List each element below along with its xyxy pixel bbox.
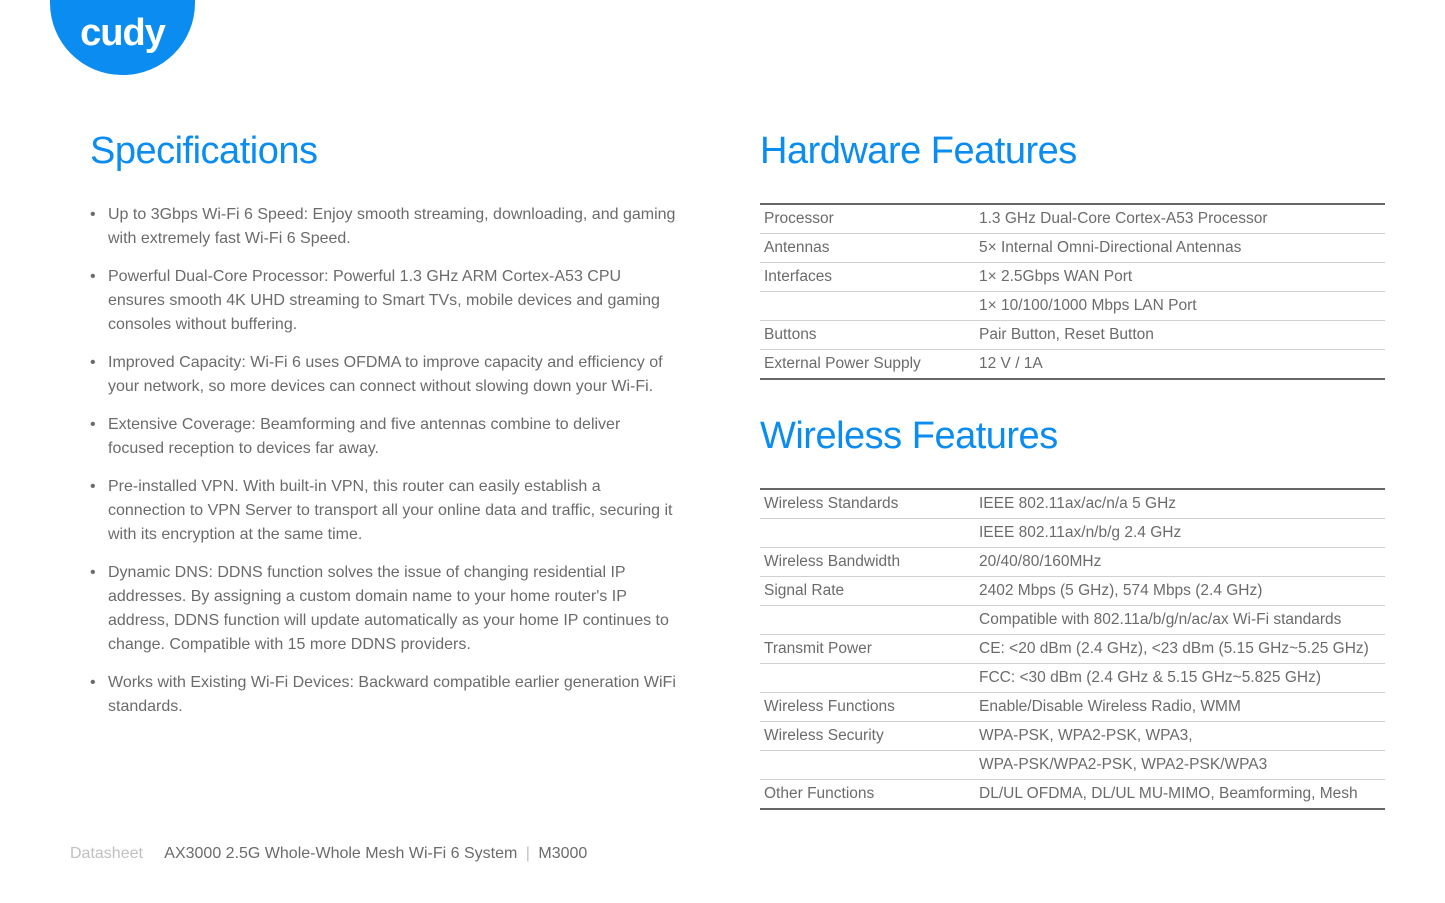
table-row: IEEE 802.11ax/n/b/g 2.4 GHz xyxy=(760,519,1385,548)
row-label: Interfaces xyxy=(760,263,975,292)
row-value: FCC: <30 dBm (2.4 GHz & 5.15 GHz~5.825 G… xyxy=(975,664,1385,693)
table-row: FCC: <30 dBm (2.4 GHz & 5.15 GHz~5.825 G… xyxy=(760,664,1385,693)
row-value: CE: <20 dBm (2.4 GHz), <23 dBm (5.15 GHz… xyxy=(975,635,1385,664)
table-row: Other Functions DL/UL OFDMA, DL/UL MU-MI… xyxy=(760,780,1385,810)
left-column: Specifications Up to 3Gbps Wi-Fi 6 Speed… xyxy=(90,130,680,845)
table-row: Interfaces 1× 2.5Gbps WAN Port xyxy=(760,263,1385,292)
footer-label: Datasheet xyxy=(70,845,143,862)
table-row: 1× 10/100/1000 Mbps LAN Port xyxy=(760,292,1385,321)
row-label xyxy=(760,292,975,321)
table-row: Wireless Functions Enable/Disable Wirele… xyxy=(760,693,1385,722)
hardware-table: Processor 1.3 GHz Dual-Core Cortex-A53 P… xyxy=(760,203,1385,380)
row-label: Transmit Power xyxy=(760,635,975,664)
footer-model: M3000 xyxy=(538,845,587,862)
row-label xyxy=(760,664,975,693)
table-row: Wireless Security WPA-PSK, WPA2-PSK, WPA… xyxy=(760,722,1385,751)
row-value: 5× Internal Omni-Directional Antennas xyxy=(975,234,1385,263)
wireless-table: Wireless Standards IEEE 802.11ax/ac/n/a … xyxy=(760,488,1385,810)
hardware-section: Hardware Features Processor 1.3 GHz Dual… xyxy=(760,130,1385,380)
spec-item: Improved Capacity: Wi-Fi 6 uses OFDMA to… xyxy=(90,351,680,399)
wireless-section: Wireless Features Wireless Standards IEE… xyxy=(760,415,1385,810)
row-label: External Power Supply xyxy=(760,350,975,380)
table-row: Signal Rate 2402 Mbps (5 GHz), 574 Mbps … xyxy=(760,577,1385,606)
right-column: Hardware Features Processor 1.3 GHz Dual… xyxy=(760,130,1385,845)
footer-separator: | xyxy=(526,845,530,862)
row-label xyxy=(760,519,975,548)
table-row: Buttons Pair Button, Reset Button xyxy=(760,321,1385,350)
table-row: WPA-PSK/WPA2-PSK, WPA2-PSK/WPA3 xyxy=(760,751,1385,780)
row-label: Signal Rate xyxy=(760,577,975,606)
hardware-title: Hardware Features xyxy=(760,130,1385,173)
row-value: Enable/Disable Wireless Radio, WMM xyxy=(975,693,1385,722)
specifications-title: Specifications xyxy=(90,130,680,173)
spec-item: Pre-installed VPN. With built-in VPN, th… xyxy=(90,475,680,547)
row-label: Wireless Security xyxy=(760,722,975,751)
row-value: 1× 10/100/1000 Mbps LAN Port xyxy=(975,292,1385,321)
row-label xyxy=(760,606,975,635)
row-value: IEEE 802.11ax/ac/n/a 5 GHz xyxy=(975,489,1385,519)
row-value: 20/40/80/160MHz xyxy=(975,548,1385,577)
row-label: Wireless Bandwidth xyxy=(760,548,975,577)
spec-item: Dynamic DNS: DDNS function solves the is… xyxy=(90,561,680,657)
spec-item: Up to 3Gbps Wi-Fi 6 Speed: Enjoy smooth … xyxy=(90,203,680,251)
row-value: 1× 2.5Gbps WAN Port xyxy=(975,263,1385,292)
table-row: External Power Supply 12 V / 1A xyxy=(760,350,1385,380)
row-value: WPA-PSK/WPA2-PSK, WPA2-PSK/WPA3 xyxy=(975,751,1385,780)
row-label: Wireless Standards xyxy=(760,489,975,519)
row-value: 1.3 GHz Dual-Core Cortex-A53 Processor xyxy=(975,204,1385,234)
spec-item: Works with Existing Wi-Fi Devices: Backw… xyxy=(90,671,680,719)
brand-name: cudy xyxy=(80,12,165,55)
wireless-title: Wireless Features xyxy=(760,415,1385,458)
row-value: Compatible with 802.11a/b/g/n/ac/ax Wi-F… xyxy=(975,606,1385,635)
row-value: DL/UL OFDMA, DL/UL MU-MIMO, Beamforming,… xyxy=(975,780,1385,810)
table-row: Compatible with 802.11a/b/g/n/ac/ax Wi-F… xyxy=(760,606,1385,635)
table-row: Processor 1.3 GHz Dual-Core Cortex-A53 P… xyxy=(760,204,1385,234)
row-value: 2402 Mbps (5 GHz), 574 Mbps (2.4 GHz) xyxy=(975,577,1385,606)
row-value: WPA-PSK, WPA2-PSK, WPA3, xyxy=(975,722,1385,751)
row-value: IEEE 802.11ax/n/b/g 2.4 GHz xyxy=(975,519,1385,548)
specifications-list: Up to 3Gbps Wi-Fi 6 Speed: Enjoy smooth … xyxy=(90,203,680,719)
row-label xyxy=(760,751,975,780)
row-label: Antennas xyxy=(760,234,975,263)
row-label: Buttons xyxy=(760,321,975,350)
row-label: Other Functions xyxy=(760,780,975,810)
content-wrapper: Specifications Up to 3Gbps Wi-Fi 6 Speed… xyxy=(0,0,1445,845)
spec-item: Powerful Dual-Core Processor: Powerful 1… xyxy=(90,265,680,337)
footer-product: AX3000 2.5G Whole-Whole Mesh Wi-Fi 6 Sys… xyxy=(164,845,517,862)
row-value: Pair Button, Reset Button xyxy=(975,321,1385,350)
row-value: 12 V / 1A xyxy=(975,350,1385,380)
row-label: Wireless Functions xyxy=(760,693,975,722)
table-row: Wireless Bandwidth 20/40/80/160MHz xyxy=(760,548,1385,577)
row-label: Processor xyxy=(760,204,975,234)
footer: Datasheet AX3000 2.5G Whole-Whole Mesh W… xyxy=(70,845,587,863)
table-row: Wireless Standards IEEE 802.11ax/ac/n/a … xyxy=(760,489,1385,519)
spec-item: Extensive Coverage: Beamforming and five… xyxy=(90,413,680,461)
table-row: Antennas 5× Internal Omni-Directional An… xyxy=(760,234,1385,263)
table-row: Transmit Power CE: <20 dBm (2.4 GHz), <2… xyxy=(760,635,1385,664)
